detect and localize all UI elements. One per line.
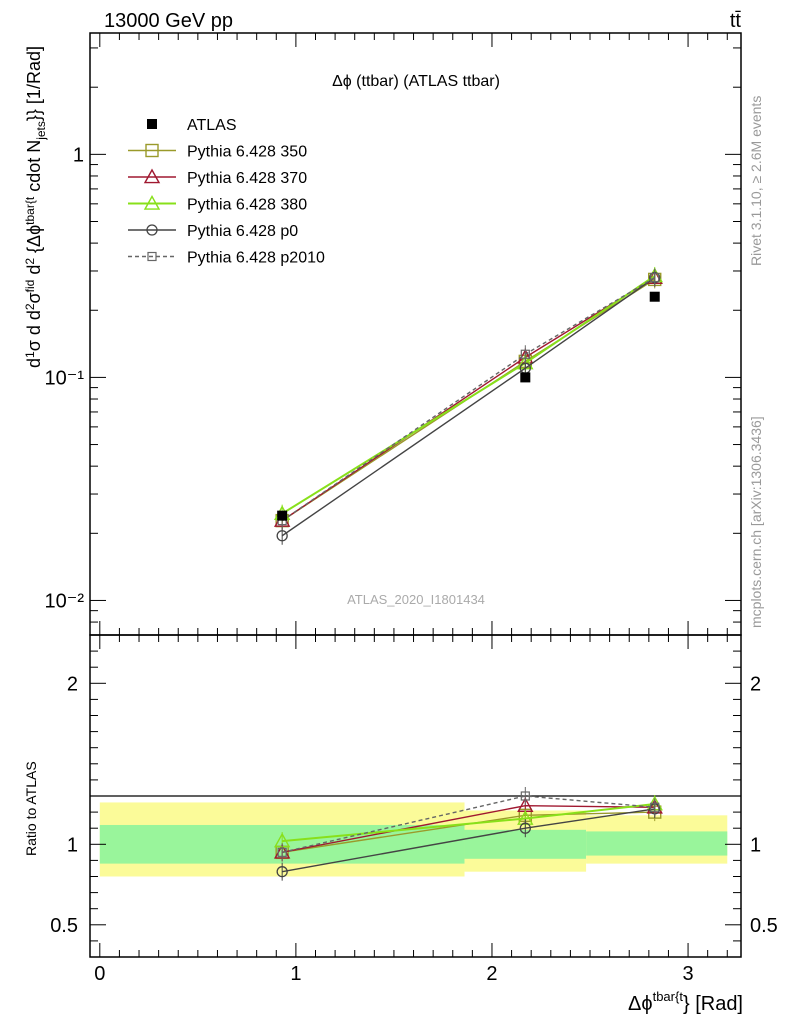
legend-label: Pythia 6.428 350 (187, 144, 307, 161)
series-pythia-6-428-370 (273, 268, 663, 862)
y-tick-label-ratio: 2 (67, 673, 78, 695)
legend-item: Pythia 6.428 350 (128, 144, 307, 161)
marker-square-small (277, 847, 287, 857)
marker-circle (146, 224, 158, 236)
legend-item: Pythia 6.428 370 (128, 168, 307, 187)
rivet-label: Rivet 3.1.10, ≥ 2.6M events (748, 96, 764, 266)
series-line-ratio (282, 795, 655, 854)
series-line-main (281, 278, 656, 522)
marker-square-small (147, 251, 157, 262)
legend-item: Pythia 6.428 p2010 (128, 250, 325, 267)
legend-item: Pythia 6.428 380 (128, 195, 307, 214)
x-axis-title: Δϕtbar{t} [Rad] (628, 989, 743, 1015)
marker-square-small (520, 349, 530, 359)
marker-circle (519, 822, 531, 834)
y-tick-label-main: 1 (73, 144, 84, 166)
y-tick-label-ratio: 0.5 (50, 915, 78, 937)
marker-square-small (650, 273, 660, 283)
y-tick-label-ratio-right: 1 (750, 834, 761, 856)
legend-item: Pythia 6.428 p0 (128, 223, 298, 240)
marker-circle (276, 530, 288, 542)
series-layer (273, 266, 663, 881)
axis-ticks: 0 1 2 3 10⁻² 10⁻¹ 1 0.5 0.5 1 1 2 2 (45, 33, 778, 985)
legend-label: Pythia 6.428 p2010 (187, 250, 325, 267)
y-tick-label-ratio-right: 0.5 (750, 915, 778, 937)
energy-label: 13000 GeV pp (104, 10, 233, 32)
legend-label: Pythia 6.428 p0 (187, 223, 298, 240)
series-pythia-6-428-380 (273, 266, 663, 851)
legend-label: Pythia 6.428 370 (187, 170, 307, 187)
series-pythia-6-428-350 (275, 270, 662, 862)
legend-label: Pythia 6.428 380 (187, 197, 307, 214)
y-axis-title-ratio: Ratio to ATLAS (23, 761, 39, 856)
marker-circle (276, 866, 288, 878)
marker-triangle (143, 195, 161, 210)
series-line-main (281, 277, 656, 537)
data-points-layer (277, 291, 660, 521)
marker-square-small (520, 791, 530, 801)
y-tick-label-ratio: 1 (67, 834, 78, 856)
analysis-watermark: ATLAS_2020_I1801434 (347, 592, 485, 607)
marker-square-filled (147, 119, 157, 129)
series-pythia-6-428-p0 (276, 268, 661, 881)
marker-square-filled (277, 510, 288, 521)
source-label: mcplots.cern.ch [arXiv:1306.3436] (748, 416, 764, 628)
marker-square-filled (649, 291, 660, 302)
series-pythia-6-428-p2010 (277, 268, 660, 862)
svg-text:d1σ d d2σfid d2 {Δϕtbar{t cdot: d1σ d d2σfid d2 {Δϕtbar{t cdot Njets}} [… (23, 46, 48, 368)
x-tick-label: 3 (682, 963, 693, 985)
x-tick-label: 2 (486, 963, 497, 985)
band-inner (586, 831, 728, 856)
y-axis-title-main: d1σ d d2σfid d2 {Δϕtbar{t cdot Njets}} [… (23, 46, 48, 368)
y-tick-label-main: 10⁻² (45, 590, 85, 612)
x-tick-label: 1 (290, 963, 301, 985)
y-tick-label-ratio-right: 2 (750, 673, 761, 695)
marker-square-filled (520, 372, 531, 383)
marker-triangle (143, 168, 161, 184)
y-tick-label-main: 10⁻¹ (45, 367, 85, 389)
legend-item: ATLAS (147, 117, 237, 134)
legend: ATLAS Pythia 6.428 350 Pythia 6.428 370 Pyt… (128, 117, 325, 267)
marker-square (145, 143, 159, 158)
x-tick-label: 0 (94, 963, 105, 985)
legend-label: ATLAS (187, 117, 237, 134)
process-label: tt̄ (730, 10, 742, 32)
chart-title: Δϕ (ttbar) (ATLAS ttbar) (332, 73, 500, 90)
marker-square-small (650, 802, 660, 812)
uncertainty-bands (99, 802, 728, 877)
